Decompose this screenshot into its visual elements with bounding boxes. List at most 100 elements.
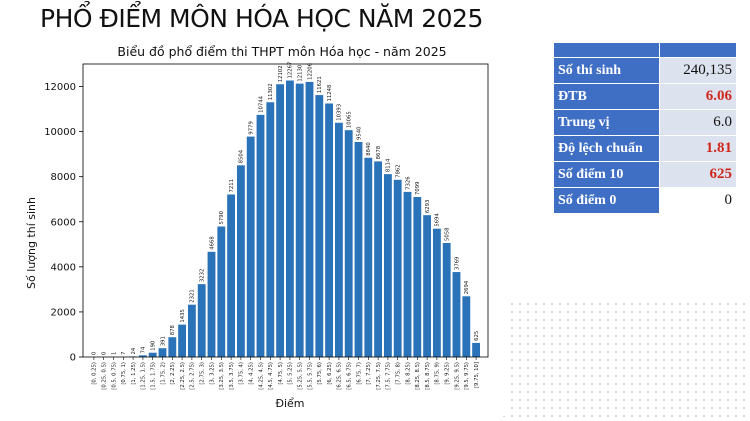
bar-value-label: 3232 bbox=[200, 269, 206, 282]
header-cell bbox=[660, 43, 737, 58]
x-tick-label: [8.75, 9) bbox=[435, 362, 441, 385]
bar bbox=[247, 137, 255, 357]
x-tick-label: [8.25, 8.5) bbox=[415, 362, 421, 390]
stat-label: Trung vị bbox=[554, 110, 660, 136]
bar-value-label: 24 bbox=[131, 347, 137, 354]
bar bbox=[306, 82, 314, 357]
bar-value-label: 7326 bbox=[405, 176, 411, 190]
x-tick-label: [5.5, 5.75) bbox=[307, 362, 313, 390]
x-tick-label: [1.5, 1.75) bbox=[151, 362, 157, 390]
x-tick-label: [4, 4.25) bbox=[249, 362, 255, 385]
bar bbox=[472, 343, 480, 357]
bar-chart: Biểu đồ phổ điểm thi THPT môn Hóa học - … bbox=[22, 38, 508, 416]
bar-value-label: 7211 bbox=[229, 179, 235, 192]
x-tick-label: [4.25, 4.5) bbox=[258, 362, 264, 390]
bar-value-label: 0 bbox=[92, 351, 98, 355]
bar-value-label: 8678 bbox=[376, 145, 382, 159]
bar-value-label: 9779 bbox=[249, 121, 255, 134]
stat-label: Số điểm 10 bbox=[554, 162, 660, 188]
bar-value-label: 12102 bbox=[278, 65, 284, 82]
bar bbox=[266, 102, 274, 357]
bar bbox=[208, 252, 216, 357]
bar bbox=[188, 305, 196, 357]
x-tick-label: [2.25, 2.5) bbox=[180, 362, 186, 390]
chart-title: Biểu đồ phổ điểm thi THPT môn Hóa học - … bbox=[117, 44, 446, 59]
bar-value-label: 5694 bbox=[435, 213, 441, 227]
bar bbox=[178, 325, 186, 357]
x-tick-label: [0.5, 0.75) bbox=[111, 362, 117, 390]
y-tick-label: 6000 bbox=[51, 217, 76, 228]
bar-value-label: 74 bbox=[141, 346, 147, 353]
bar-value-label: 9540 bbox=[356, 126, 362, 140]
bar-value-label: 8114 bbox=[386, 158, 392, 172]
bar-value-label: 1 bbox=[111, 352, 117, 355]
bar-value-label: 11248 bbox=[327, 84, 333, 101]
page-title: PHỔ ĐIỂM MÔN HÓA HỌC NĂM 2025 bbox=[40, 4, 483, 33]
bar bbox=[296, 84, 304, 357]
bar-value-label: 391 bbox=[160, 336, 166, 346]
bar bbox=[443, 243, 451, 357]
bar-value-label: 10393 bbox=[337, 104, 343, 121]
bar bbox=[384, 174, 392, 357]
bar bbox=[217, 227, 225, 357]
y-tick-label: 12000 bbox=[44, 82, 76, 93]
x-tick-label: [3, 3.25) bbox=[209, 362, 215, 385]
bar bbox=[257, 115, 265, 357]
bar-value-label: 7862 bbox=[396, 164, 402, 177]
x-tick-label: [9.75, 10] bbox=[474, 362, 480, 388]
stat-label: Độ lệch chuẩn bbox=[554, 136, 660, 162]
x-tick-label: [4.5, 4.75) bbox=[268, 362, 274, 390]
x-tick-label: [2.75, 3) bbox=[200, 362, 206, 385]
stat-value: 6.0 bbox=[660, 110, 737, 136]
x-tick-label: [9.25, 9.5) bbox=[454, 362, 460, 390]
bar-value-label: 12206 bbox=[307, 62, 313, 79]
stat-value: 625 bbox=[660, 162, 737, 188]
bar-value-label: 7099 bbox=[415, 182, 421, 195]
bar bbox=[198, 284, 206, 357]
bar bbox=[423, 215, 431, 357]
stat-value: 1.81 bbox=[660, 136, 737, 162]
stat-value: 6.06 bbox=[660, 84, 737, 110]
bar-value-label: 11302 bbox=[268, 83, 274, 100]
bar-value-label: 11621 bbox=[317, 76, 323, 93]
bar-value-label: 10065 bbox=[347, 111, 353, 128]
stat-value: 0 bbox=[660, 188, 737, 214]
bar-value-label: 2321 bbox=[190, 289, 196, 302]
x-tick-label: [2, 2.25) bbox=[170, 362, 176, 385]
stat-label: ĐTB bbox=[554, 84, 660, 110]
bar-value-label: 1435 bbox=[180, 309, 186, 322]
bar bbox=[413, 197, 421, 357]
bar bbox=[374, 161, 382, 357]
x-axis-label: Điểm bbox=[275, 397, 304, 410]
x-tick-label: [5.75, 6) bbox=[317, 362, 323, 385]
x-tick-label: [6.5, 6.75) bbox=[347, 362, 353, 390]
x-tick-label: [6, 6.25) bbox=[327, 362, 333, 385]
bar-value-label: 7 bbox=[121, 351, 127, 354]
bar-value-label: 12130 bbox=[298, 64, 304, 81]
bar-value-label: 5058 bbox=[445, 227, 451, 241]
x-tick-label: [8.5, 8.75) bbox=[425, 362, 431, 390]
bar bbox=[227, 194, 235, 357]
stat-label: Số điểm 0 bbox=[554, 188, 660, 214]
y-tick-label: 0 bbox=[70, 353, 76, 364]
bar bbox=[364, 158, 372, 357]
bar bbox=[325, 103, 333, 357]
stats-header-row bbox=[554, 43, 737, 58]
y-axis-label: Số lượng thí sinh bbox=[25, 197, 38, 289]
x-tick-label: [5, 5.25) bbox=[288, 362, 294, 385]
bar-value-label: 8504 bbox=[239, 149, 245, 163]
y-tick-label: 10000 bbox=[44, 127, 76, 138]
x-tick-label: [4.75, 5) bbox=[278, 362, 284, 385]
x-tick-label: [1.25, 1.5) bbox=[141, 362, 147, 390]
stat-label: Số thí sinh bbox=[554, 58, 660, 84]
bar bbox=[345, 130, 353, 357]
bar-value-label: 0 bbox=[102, 351, 108, 355]
bar-value-label: 10744 bbox=[258, 95, 264, 112]
bar-value-label: 625 bbox=[474, 331, 480, 341]
